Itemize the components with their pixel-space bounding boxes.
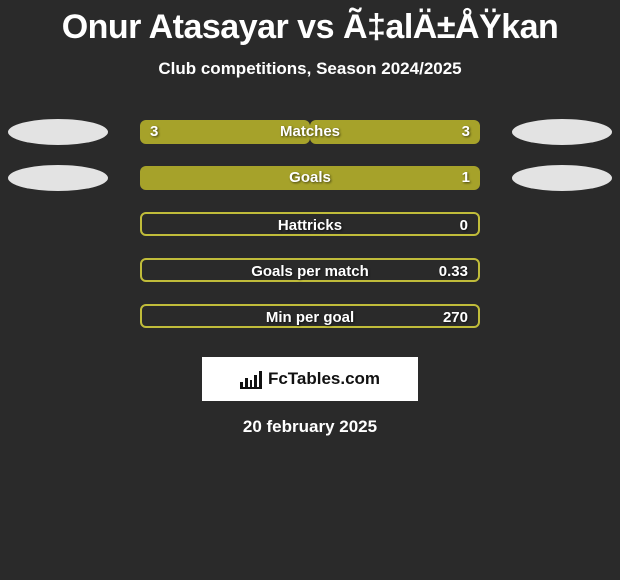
comparison-subtitle: Club competitions, Season 2024/2025 xyxy=(0,59,620,79)
stat-bar-track: Goals per match0.33 xyxy=(140,258,480,282)
comparison-card: Onur Atasayar vs Ã‡alÄ±ÅŸkan Club compet… xyxy=(0,8,620,580)
stat-bar-track: Matches3 3 xyxy=(140,120,480,144)
source-logo-text: FcTables.com xyxy=(240,369,380,389)
logo-label: FcTables.com xyxy=(268,369,380,389)
stat-label: Goals xyxy=(140,166,480,190)
stat-value-right: 1 xyxy=(462,166,470,190)
stat-value-right: 270 xyxy=(443,306,468,330)
bar-chart-icon xyxy=(240,369,262,389)
player-left-ellipse xyxy=(8,119,108,145)
stat-label: Hattricks xyxy=(142,214,478,238)
stat-row: Goals1 xyxy=(0,155,620,201)
stat-label: Matches xyxy=(140,120,480,144)
stat-row: Min per goal270 xyxy=(0,293,620,339)
stat-bar-track: Hattricks0 xyxy=(140,212,480,236)
stat-row: Hattricks0 xyxy=(0,201,620,247)
player-left-ellipse xyxy=(8,165,108,191)
player-right-ellipse xyxy=(512,119,612,145)
stat-label: Goals per match xyxy=(142,260,478,284)
stat-value-right: 0.33 xyxy=(439,260,468,284)
stat-bar-track: Goals1 xyxy=(140,166,480,190)
source-logo: FcTables.com xyxy=(202,357,418,401)
stat-row: Matches3 3 xyxy=(0,109,620,155)
stat-rows: Matches3 3 Goals1 Hattricks0 Goals per match… xyxy=(0,109,620,339)
snapshot-date: 20 february 2025 xyxy=(0,417,620,437)
stat-value-right: 3 xyxy=(462,120,470,144)
stat-value-left: 3 xyxy=(150,120,158,144)
player-right-ellipse xyxy=(512,165,612,191)
stat-label: Min per goal xyxy=(142,306,478,330)
comparison-title: Onur Atasayar vs Ã‡alÄ±ÅŸkan xyxy=(0,8,620,47)
stat-value-right: 0 xyxy=(460,214,468,238)
stat-bar-track: Min per goal270 xyxy=(140,304,480,328)
stat-row: Goals per match0.33 xyxy=(0,247,620,293)
